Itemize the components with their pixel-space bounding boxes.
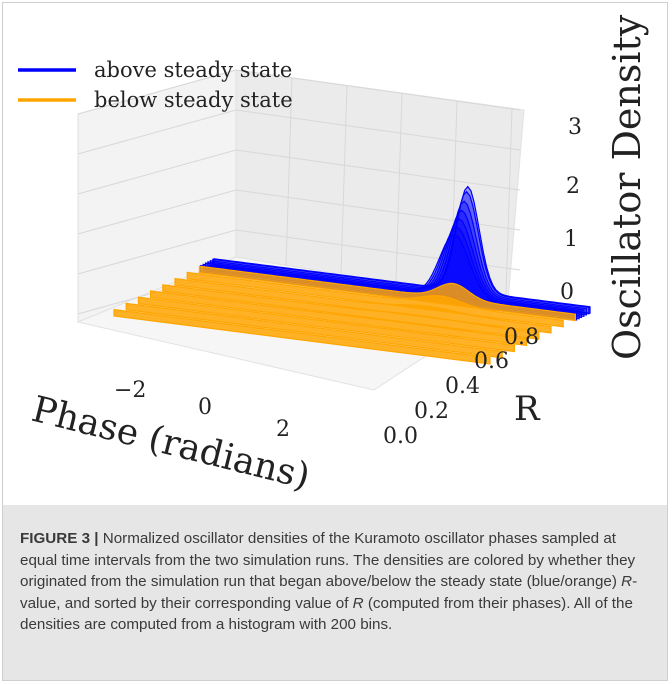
grid-line-right-0 xyxy=(235,69,521,111)
grid-line-left-4 xyxy=(77,229,237,275)
caption-text-1: Normalized oscillator densities of the K… xyxy=(20,530,636,590)
density-curve-below-4 xyxy=(150,290,528,347)
grid-line-left-3 xyxy=(77,189,237,235)
density-curve-below-0 xyxy=(198,265,577,322)
grid-line-right-1 xyxy=(235,109,521,151)
grid-line-left-0 xyxy=(77,69,237,115)
legend: above steady state below steady state xyxy=(18,58,293,112)
z-tick-3: 3 xyxy=(568,115,582,140)
z-axis-label: Oscillator Density xyxy=(605,14,649,360)
density-curve-below-7 xyxy=(113,308,491,365)
z-tick-2: 2 xyxy=(566,174,580,199)
density-curve-below-3 xyxy=(162,284,540,340)
density-curve-above-6 xyxy=(200,234,578,321)
density-curve-below-2 xyxy=(174,277,552,334)
density-surfaces xyxy=(113,185,591,365)
z-tick-1: 1 xyxy=(564,227,578,252)
z-tick-0: 0 xyxy=(560,280,574,305)
caption-lead: FIGURE 3 | xyxy=(20,530,99,547)
phase-axis-label: Phase (radians) xyxy=(28,389,314,498)
r-tick-0.6: 0.6 xyxy=(474,349,509,374)
grid-line-vert-3 xyxy=(450,101,458,289)
caption-text-3: (computed from their phases). All of the… xyxy=(20,594,633,634)
density-curve-above-3 xyxy=(207,209,585,317)
r-tick-0.2: 0.2 xyxy=(414,399,449,424)
r-tick-0.0: 0.0 xyxy=(383,424,418,449)
density-curve-above-2 xyxy=(209,200,588,316)
legend-label-above: above steady state xyxy=(94,58,292,82)
caption-box xyxy=(2,505,668,681)
legend-label-below: below steady state xyxy=(94,88,293,112)
figure-caption: FIGURE 3 | Normalized oscillator densiti… xyxy=(20,528,650,636)
caption-r-symbol-2: R xyxy=(352,594,364,612)
r-tick-0.4: 0.4 xyxy=(445,374,480,399)
density-curve-below-6 xyxy=(125,302,503,359)
phase-axis: −2 0 2 Phase (radians) xyxy=(28,378,314,498)
surface-plot: above steady state below steady state 3 … xyxy=(18,14,649,498)
r-tick-0.8: 0.8 xyxy=(504,325,539,350)
density-curve-below-1 xyxy=(186,271,564,328)
grid-line-right-2 xyxy=(235,149,521,191)
grid-line-vert-0 xyxy=(285,77,293,267)
grid-line-vert-2 xyxy=(395,93,403,282)
z-axis: 3 2 1 0 Oscillator Density xyxy=(560,14,649,360)
grid-line-left-1 xyxy=(77,109,237,155)
density-curve-below-5 xyxy=(137,296,516,353)
grid-line-vert-4 xyxy=(505,108,513,297)
density-curve-above-5 xyxy=(202,226,580,320)
phase-tick-0: 0 xyxy=(198,395,212,420)
caption-text-2: - value, and sorted by their correspondi… xyxy=(20,573,638,612)
r-axis-label: R xyxy=(514,389,541,429)
grid-line-vert-1 xyxy=(340,85,348,274)
phase-tick-2: 2 xyxy=(276,417,290,442)
phase-tick-neg2: −2 xyxy=(114,378,146,403)
caption-r-symbol-1: R xyxy=(621,573,633,590)
r-axis: 0.8 0.6 0.4 0.2 0.0 R xyxy=(383,325,541,449)
grid-line-left-2 xyxy=(77,149,237,195)
